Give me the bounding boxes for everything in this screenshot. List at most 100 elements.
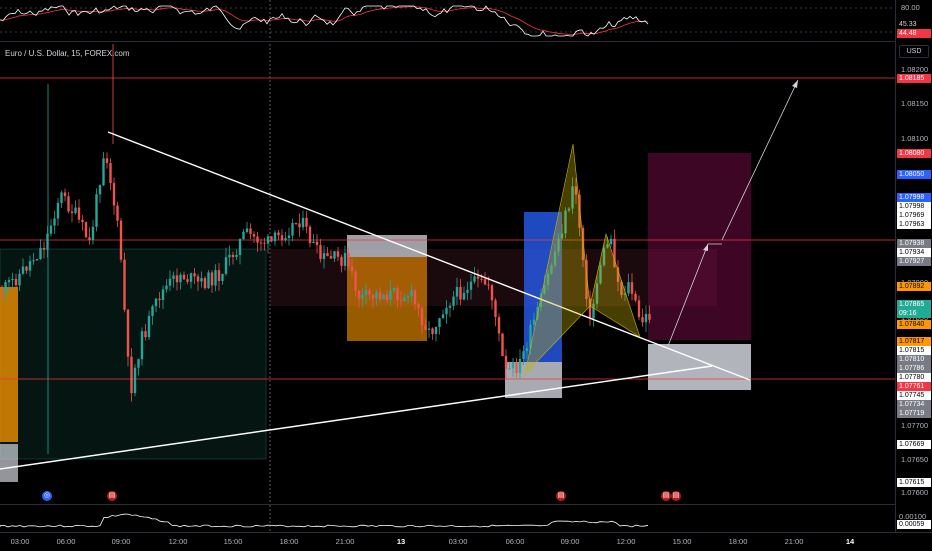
candle-body	[63, 192, 67, 197]
candle-body	[298, 223, 301, 228]
us-flag-icon[interactable]: ▤	[671, 491, 681, 501]
candle-body	[336, 251, 340, 257]
pane-separator[interactable]	[0, 41, 932, 42]
candle-body	[585, 260, 588, 299]
candle-body	[483, 279, 487, 285]
candle-body	[595, 283, 599, 304]
candle-body	[634, 293, 637, 301]
candle-body	[161, 289, 165, 300]
price-tag: 1.08185	[897, 74, 931, 83]
candle-body	[231, 254, 235, 258]
rsi-ma-tag: 44.48	[897, 29, 931, 38]
price-tag: 1.07969	[897, 211, 931, 220]
short-position-zone	[648, 153, 751, 340]
candle-body	[648, 313, 651, 320]
candle-body	[445, 307, 448, 315]
candle-body	[238, 239, 242, 255]
candle-body	[308, 226, 312, 244]
candle-body	[431, 328, 434, 335]
price-tag: 1.07669	[897, 440, 931, 449]
price-chart	[0, 44, 895, 504]
candle-body	[123, 259, 126, 310]
candle-body	[396, 288, 399, 301]
us-flag-icon[interactable]: ▤	[107, 491, 117, 501]
candle-body	[518, 359, 522, 373]
candle-body	[368, 290, 371, 295]
arrow-head-icon	[792, 80, 798, 88]
candle-body	[459, 286, 462, 300]
pane-separator[interactable]	[0, 504, 932, 505]
candle-body	[490, 285, 494, 301]
us-flag-icon[interactable]: ▤	[556, 491, 566, 501]
candle-body	[193, 273, 196, 277]
candle-body	[46, 233, 49, 250]
candle-body	[130, 356, 133, 394]
candle-body	[501, 333, 504, 357]
candle-body	[417, 304, 420, 309]
main-chart-pane[interactable]: Euro / U.S. Dollar, 15, FOREX.com ◎ ▤ ▤ …	[0, 44, 895, 504]
candle-body	[319, 245, 322, 260]
time-label: 15:00	[223, 537, 243, 546]
candle-body	[273, 232, 277, 242]
candle-body	[571, 186, 574, 209]
candle-body	[630, 282, 634, 294]
earth-icon[interactable]: ◎	[42, 491, 52, 501]
candle-body	[560, 233, 564, 239]
price-tag: 1.07817	[897, 337, 931, 346]
candle-body	[4, 282, 7, 295]
candle-body	[385, 294, 389, 300]
candle-body	[158, 298, 161, 300]
candle-body	[154, 298, 158, 307]
candle-body	[196, 276, 200, 282]
rsi-pane[interactable]	[0, 0, 895, 40]
candle-body	[578, 194, 581, 228]
candle-body	[616, 267, 620, 282]
candle-body	[119, 220, 123, 260]
time-label: 12:00	[168, 537, 188, 546]
candle-body	[291, 222, 294, 236]
price-tag: 1.07938	[897, 239, 931, 248]
candle-body	[0, 294, 4, 295]
candle-body	[448, 305, 452, 308]
candle-body	[609, 238, 613, 245]
price-axis[interactable]: 80.00 45.33 44.48 1.08200 1.08150 1.08100 1…	[895, 0, 932, 532]
candle-body	[109, 162, 112, 184]
candle-body	[476, 276, 480, 279]
time-axis[interactable]: 03:00 06:00 09:00 12:00 15:00 18:00 21:00 13 03:…	[0, 532, 932, 551]
price-tag: 1.07615	[897, 478, 931, 487]
candle-body	[375, 292, 378, 299]
ascending-trendline	[0, 365, 713, 470]
price-tag: 09:16	[897, 309, 931, 318]
candle-body	[140, 331, 144, 360]
candle-body	[599, 265, 602, 284]
candle-body	[25, 266, 28, 271]
candle-body	[270, 236, 273, 242]
indicator-pane[interactable]	[0, 505, 895, 532]
time-label: 03:00	[10, 537, 30, 546]
candle-body	[81, 219, 84, 223]
candle-body	[133, 367, 137, 394]
candle-body	[424, 325, 427, 330]
price-tag: 1.07892	[897, 282, 931, 291]
candle-body	[200, 278, 203, 282]
candle-body	[151, 306, 154, 316]
candle-body	[277, 232, 280, 236]
candle-body	[466, 289, 469, 293]
time-label: 18:00	[279, 537, 299, 546]
candle-body	[312, 241, 315, 244]
candle-body	[326, 253, 329, 257]
candle-body	[88, 237, 91, 240]
us-flag-icon[interactable]: ▤	[661, 491, 671, 501]
candle-body	[42, 247, 46, 250]
candle-body	[627, 282, 630, 294]
candle-body	[613, 238, 616, 268]
candle-body	[266, 236, 270, 244]
symbol-title[interactable]: Euro / U.S. Dollar, 15, FOREX.com	[5, 49, 130, 58]
candle-body	[347, 253, 350, 267]
price-tag: 1.07998	[897, 202, 931, 211]
candle-body	[399, 300, 403, 302]
candle-body	[371, 294, 375, 299]
candle-body	[452, 296, 455, 306]
candle-body	[403, 297, 406, 301]
currency-badge[interactable]: USD	[899, 45, 929, 58]
